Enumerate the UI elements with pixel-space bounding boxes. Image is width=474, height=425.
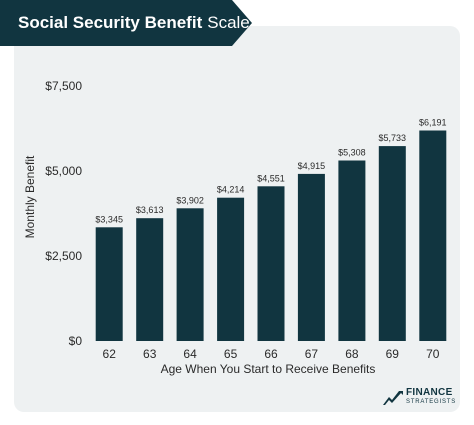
- bar-value-label: $4,214: [217, 185, 245, 195]
- logo-line1: FINANCE: [406, 387, 453, 398]
- x-tick-label: 65: [224, 347, 238, 361]
- bar-value-label: $5,733: [379, 133, 407, 143]
- x-tick-label: 68: [345, 347, 359, 361]
- bar-value-label: $3,902: [176, 195, 204, 205]
- y-tick-label: $5,000: [45, 164, 82, 178]
- y-tick-label: $0: [69, 334, 83, 348]
- x-tick-label: 63: [143, 347, 157, 361]
- finance-strategists-logo: FINANCE STRATEGISTS: [383, 388, 456, 405]
- x-tick-label: 66: [264, 347, 278, 361]
- bars: $3,345 $3,613 $3,902 $4,214 $4,551 $4,915 $5,3…: [95, 118, 447, 341]
- bar-age-65: [217, 197, 245, 341]
- x-axis-label: Age When You Start to Receive Benefits: [161, 362, 376, 376]
- x-tick-label: 62: [103, 347, 117, 361]
- bar-value-label: $3,345: [95, 214, 123, 224]
- y-axis: $0 $2,500 $5,000 $7,500: [45, 79, 82, 348]
- bar-value-label: $3,613: [136, 205, 164, 215]
- bar-value-label: $4,915: [298, 161, 326, 171]
- bar-value-label: $5,308: [338, 148, 366, 158]
- bar-value-label: $6,191: [419, 118, 447, 128]
- bar-age-66: [257, 186, 285, 341]
- title-bold: Social Security Benefit: [18, 13, 203, 32]
- x-tick-label: 69: [386, 347, 400, 361]
- y-tick-label: $2,500: [45, 249, 82, 263]
- bar-age-63: [136, 218, 164, 341]
- bar-age-64: [176, 208, 204, 341]
- bar-age-68: [338, 160, 366, 341]
- bar-age-67: [297, 173, 325, 341]
- x-tick-label: 64: [183, 347, 197, 361]
- bar-age-69: [378, 146, 406, 341]
- logo-line2: STRATEGISTS: [406, 399, 457, 405]
- bar-value-label: $4,551: [257, 173, 285, 183]
- y-tick-label: $7,500: [45, 79, 82, 93]
- title-banner: Social Security Benefit Scale: [0, 0, 252, 46]
- y-axis-label: Monthly Benefit: [23, 155, 37, 238]
- x-axis: 62 63 64 65 66 67 68 69 70: [103, 347, 440, 361]
- x-tick-label: 67: [305, 347, 319, 361]
- logo-mark-icon: [383, 390, 403, 405]
- bar-age-70: [419, 130, 447, 341]
- title-light: Scale: [207, 13, 250, 32]
- bar-age-62: [95, 227, 123, 341]
- x-tick-label: 70: [426, 347, 440, 361]
